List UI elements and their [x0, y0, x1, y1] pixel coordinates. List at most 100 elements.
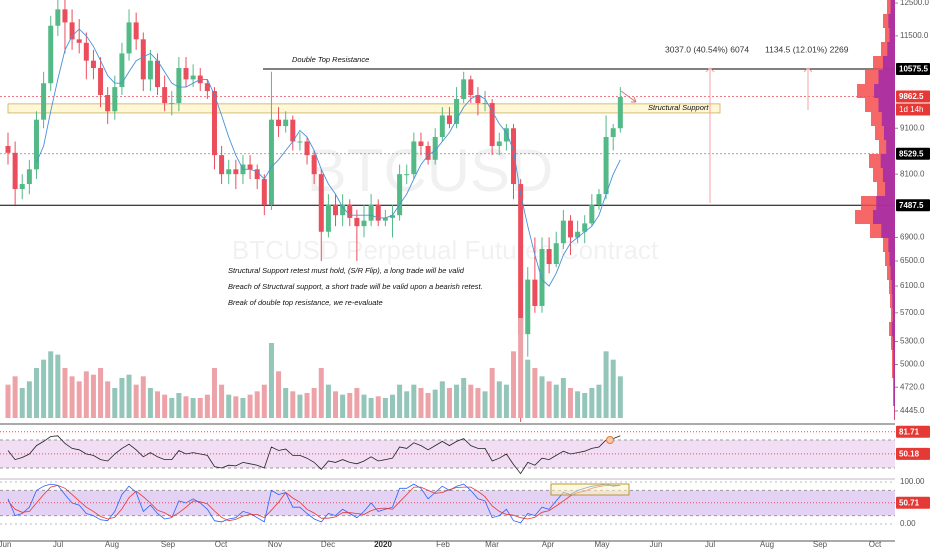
candle-body: [318, 174, 324, 232]
candle-body: [347, 204, 353, 218]
candle-body: [254, 169, 260, 180]
volume-bar: [247, 394, 253, 418]
volume-bar: [19, 388, 25, 418]
candle-body: [290, 119, 296, 142]
volume-profile-bar: [887, 42, 895, 56]
highlight-box: [550, 483, 630, 496]
volume-bar: [126, 374, 132, 418]
volume-bar: [105, 381, 111, 418]
volume-bar: [489, 368, 495, 418]
volume-bar: [333, 391, 339, 418]
volume-profile-bar: [889, 28, 895, 42]
candle-body: [98, 68, 104, 95]
candle-body: [268, 119, 274, 205]
price-label-box: [896, 199, 930, 212]
x-tick-label: Jun: [0, 540, 11, 549]
candle-body: [233, 169, 239, 175]
volume-bar: [12, 376, 18, 418]
candle-body: [439, 115, 445, 138]
volume-bar: [5, 384, 11, 418]
moving-average: [36, 28, 621, 287]
volume-profile-bar: [893, 392, 895, 406]
annotation: Structural Support: [648, 103, 709, 112]
volume-profile-bar: [888, 238, 895, 252]
candle-body: [33, 119, 39, 170]
candle-body: [354, 217, 360, 227]
volume-bar: [155, 391, 161, 418]
candle-body: [518, 184, 524, 335]
rsi-pane: [0, 431, 895, 475]
volume-bar: [560, 378, 566, 418]
price-label-box: [896, 447, 930, 460]
volume-bar: [589, 388, 595, 418]
price-label: 50.18: [899, 449, 920, 458]
volume-bar: [553, 384, 559, 418]
candle-body: [511, 128, 517, 185]
note: Break of double top resistance, we re-ev…: [228, 298, 383, 307]
measure-arrow: [803, 67, 813, 73]
candle-body: [311, 155, 317, 175]
candle-body: [119, 53, 125, 88]
volume-bar: [468, 384, 474, 418]
volume-bar: [112, 388, 118, 418]
x-tick-label: Oct: [215, 540, 228, 549]
volume-bar: [567, 388, 573, 418]
volume-bar: [511, 351, 517, 418]
measure-arrow: [705, 67, 715, 73]
y-tick-label: 11500.0: [900, 31, 929, 40]
candle-body: [432, 137, 438, 160]
volume-bar: [119, 378, 125, 418]
volume-bar: [582, 393, 588, 418]
volume-profile-bar: [894, 406, 895, 420]
y-tick-label: 5000.0: [900, 360, 925, 369]
volume-bar: [48, 351, 54, 418]
volume-bar: [69, 376, 75, 418]
axes: 12500.0 11500.0 9100.0 8100.0 6900.0 6500.0 61…: [895, 0, 932, 550]
volume-profile-bar: [886, 140, 895, 154]
volume-bar: [33, 368, 39, 418]
annotation: Double Top Resistance: [292, 55, 369, 64]
x-tick-label: Aug: [760, 540, 774, 549]
candle-body: [389, 215, 395, 218]
volume-bar: [311, 388, 317, 418]
volume-bar: [83, 371, 89, 418]
countdown-box: [896, 103, 930, 116]
candle-body: [105, 94, 111, 112]
volume-bar: [439, 381, 445, 418]
candle-body: [468, 79, 474, 95]
volume-bar: [190, 398, 196, 418]
volume-bar: [354, 388, 360, 418]
measure-label: 1134.5 (12.01%) 2269: [765, 44, 849, 54]
volume-profile-bar: [891, 322, 895, 336]
price-label-box: [896, 62, 930, 75]
price-pane: [0, 0, 895, 422]
y-tick-label: 4445.0: [900, 406, 925, 415]
volume-bar: [375, 396, 381, 418]
volume-bar: [325, 384, 331, 418]
candle-body: [454, 98, 460, 124]
volume-bar: [147, 388, 153, 418]
price-label: 8529.5: [899, 149, 924, 158]
candle-body: [219, 155, 225, 175]
price-label-box: [896, 425, 930, 438]
volume-pane: [5, 318, 623, 418]
candle-body: [297, 141, 303, 143]
volume-bar: [432, 389, 438, 418]
volume-bar: [41, 359, 47, 418]
candle-body: [133, 22, 139, 40]
candle-body: [12, 152, 18, 190]
candle-body: [76, 39, 82, 43]
candle-body: [446, 115, 452, 124]
volume-bar: [446, 388, 452, 418]
volume-profile-bar: [892, 308, 895, 322]
candle-body: [83, 42, 89, 61]
volume-bar: [26, 381, 32, 418]
volume-bar: [304, 393, 310, 418]
x-tick-label: Jul: [705, 540, 715, 549]
volume-profile-bar: [893, 350, 895, 364]
volume-profile-bar: [888, 14, 895, 28]
volume-profile-bar: [891, 280, 895, 294]
volume-bar: [162, 394, 168, 418]
volume-bar: [475, 388, 481, 418]
